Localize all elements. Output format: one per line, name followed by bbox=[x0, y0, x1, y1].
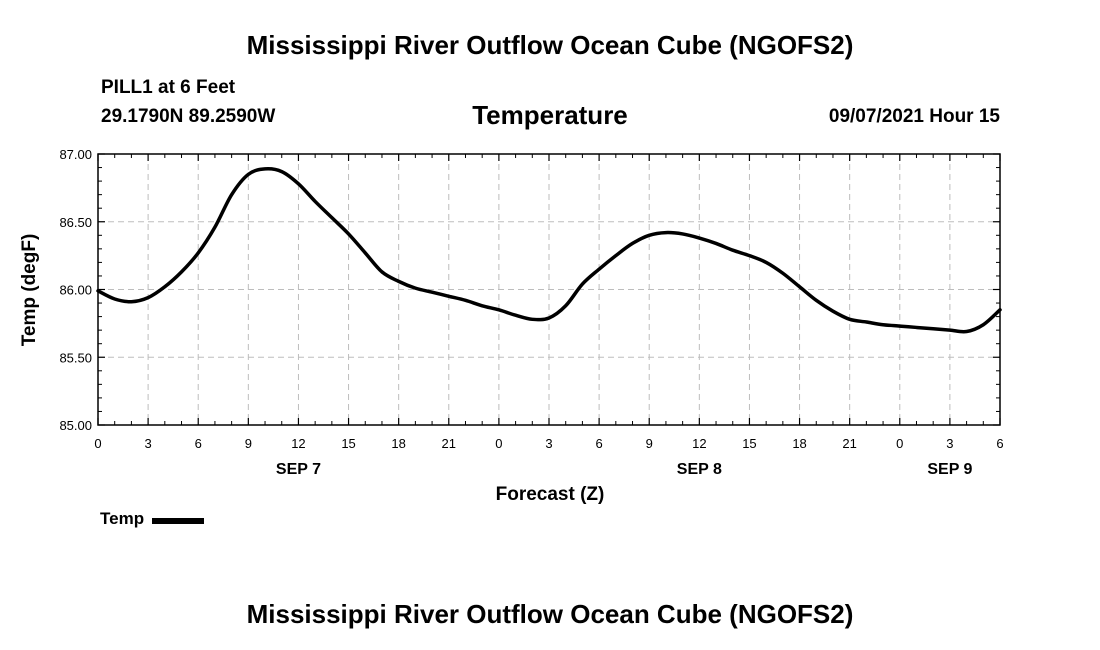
x-tick-label: 18 bbox=[391, 436, 405, 451]
forecast-datetime: 09/07/2021 Hour 15 bbox=[828, 106, 1000, 127]
x-tick-label: 12 bbox=[692, 436, 706, 451]
x-tick-label: 6 bbox=[195, 436, 202, 451]
x-tick-label: 6 bbox=[595, 436, 602, 451]
legend-swatch-temp bbox=[152, 517, 205, 524]
x-day-label: SEP 7 bbox=[276, 461, 321, 478]
y-tick-label: 85.50 bbox=[59, 350, 92, 365]
x-tick-label: 0 bbox=[896, 436, 903, 451]
x-tick-label: 21 bbox=[842, 436, 856, 451]
x-day-label: SEP 8 bbox=[677, 461, 722, 478]
footer-title: Mississippi River Outflow Ocean Cube (NG… bbox=[246, 599, 854, 629]
x-tick-label: 12 bbox=[291, 436, 305, 451]
legend: Temp bbox=[100, 509, 205, 529]
y-tick-label: 85.00 bbox=[59, 418, 92, 433]
x-tick-label: 18 bbox=[792, 436, 806, 451]
x-tick-label: 9 bbox=[646, 436, 653, 451]
x-tick-label: 21 bbox=[442, 436, 456, 451]
y-axis-label: Temp (degF) bbox=[19, 234, 40, 347]
series-line-temp bbox=[96, 167, 1002, 334]
x-tick-label: 3 bbox=[946, 436, 953, 451]
x-axis-label: Forecast (Z) bbox=[496, 484, 605, 505]
x-day-label: SEP 9 bbox=[927, 461, 972, 478]
chart-subtitle: Temperature bbox=[472, 100, 628, 130]
chart-title: Mississippi River Outflow Ocean Cube (NG… bbox=[246, 30, 854, 60]
station-coordinates: 29.1790N 89.2590W bbox=[101, 106, 276, 127]
x-tick-label: 15 bbox=[341, 436, 355, 451]
x-tick-label: 15 bbox=[742, 436, 756, 451]
x-tick-label: 0 bbox=[495, 436, 502, 451]
y-tick-label: 86.50 bbox=[59, 215, 92, 230]
x-tick-label: 0 bbox=[94, 436, 101, 451]
y-tick-label: 87.00 bbox=[59, 147, 92, 162]
x-tick-label: 9 bbox=[245, 436, 252, 451]
x-tick-label: 6 bbox=[996, 436, 1003, 451]
legend-label-temp: Temp bbox=[100, 509, 145, 528]
x-tick-label: 3 bbox=[545, 436, 552, 451]
station-label: PILL1 at 6 Feet bbox=[101, 77, 236, 98]
grid-lines bbox=[98, 154, 1000, 425]
x-tick-label: 3 bbox=[144, 436, 151, 451]
plot-frame bbox=[97, 153, 1001, 426]
y-tick-label: 86.00 bbox=[59, 283, 92, 298]
